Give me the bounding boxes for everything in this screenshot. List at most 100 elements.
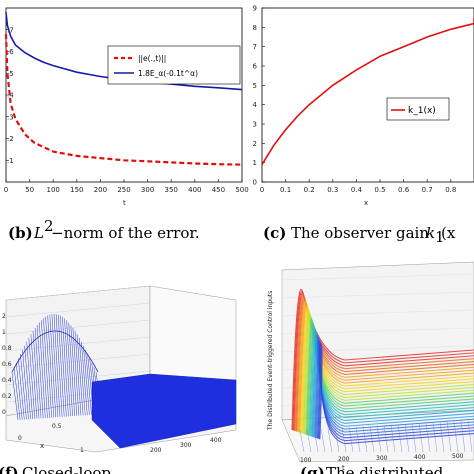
- panel-g-surface: [291, 288, 474, 453]
- panel-b-x-tick-label: 200: [94, 186, 107, 194]
- panel-g-xlabel: t: [342, 464, 345, 472]
- panel-g-grid-line: [281, 273, 474, 281]
- panel-b-x-tick-label: 350: [165, 186, 178, 194]
- panel-f-z-ticks: 2 1 0.8 0.6 0.4 0.2 0: [2, 313, 12, 416]
- panel-g-surface-curve: [293, 292, 474, 431]
- panel-g-surface-mesh: [369, 425, 375, 453]
- panel-f-mesh-arch: [11, 330, 99, 373]
- panel-f-z-tick-label: 0.4: [2, 377, 12, 384]
- panel-c-series-line-1: [261, 17, 474, 166]
- panel-g-surface-curve: [291, 288, 474, 431]
- panel-b-y-tick-label: .2: [7, 135, 14, 143]
- panel-b-y-tick-label: .6: [7, 48, 14, 56]
- caption-b-sup: 2: [44, 217, 54, 235]
- panel-g-surface-curve: [292, 290, 474, 431]
- panel-c-frame: [261, 7, 474, 183]
- panel-f-mesh-line: [20, 354, 27, 420]
- panel-f-mesh-line: [18, 358, 25, 420]
- panel-g-surface-curve: [301, 307, 474, 434]
- panel-g-surface-curve: [310, 327, 474, 437]
- panel-b-x-tick-label: 0: [4, 186, 8, 194]
- panel-c-y-tick-label: 0: [253, 179, 257, 187]
- panel-b-y-tick-label: .4: [7, 92, 14, 100]
- caption-c-text: The observer gain: [291, 224, 429, 242]
- panel-f-z-tick-label: 0: [2, 409, 6, 416]
- panel-f-mesh-line: [83, 345, 90, 415]
- panel-c-x-tick-label: 0.7: [422, 186, 433, 194]
- panel-c-y-tick-label: 3: [253, 121, 257, 129]
- panel-b-legend-box: [107, 45, 241, 85]
- panel-c-x-tick-label: 0: [260, 186, 264, 194]
- panel-g-surface-mesh: [313, 429, 319, 453]
- panel-f-z-tick-label: 2: [2, 313, 6, 320]
- panel-g-surface-mesh: [327, 428, 333, 453]
- panel-f-grid-line: [5, 353, 151, 369]
- panel-b-y-tick-label: .7: [7, 26, 14, 34]
- caption-b-text: −norm of the error.: [51, 224, 200, 242]
- panel-f-mesh-line: [76, 334, 84, 416]
- panel-c-xlabel: x: [364, 199, 368, 207]
- panel-g-surface-curve: [309, 325, 474, 437]
- panel-f-xlabel: x: [40, 442, 44, 450]
- panel-b-x-tick-label: 250: [117, 186, 130, 194]
- panel-b-y-tick-label: .3: [7, 113, 14, 121]
- panel-c-legend-box: [386, 97, 450, 121]
- panel-g-surface-mesh: [299, 429, 305, 453]
- panel-g-surface-mesh: [320, 428, 326, 453]
- panel-g-grid-line: [281, 291, 474, 299]
- panel-f-grid-line: [5, 302, 151, 318]
- panel-g-surface-curve: [299, 304, 474, 433]
- panel-g-surface-curve: [308, 323, 474, 436]
- panel-f-z-tick-label: 1: [2, 329, 6, 336]
- panel-g-surface-curve: [311, 328, 474, 437]
- panel-g-surface-mesh: [411, 423, 417, 453]
- panel-f-mesh-line: [70, 325, 78, 416]
- panel-b-y-tick-label: .1: [7, 157, 14, 165]
- caption-f-text: Closed-loop: [22, 464, 111, 474]
- panel-g-surface-curve: [298, 302, 474, 433]
- panel-b-x-tick-label: 150: [70, 186, 83, 194]
- panel-f-mesh-line: [60, 315, 67, 417]
- panel-c-y-tick-label: 9: [253, 5, 257, 13]
- panel-g-surface-mesh: [453, 421, 459, 453]
- panel-g-surface-curve: [296, 298, 474, 432]
- panel-b-frame: [5, 7, 243, 183]
- panel-g-surface-mesh: [467, 420, 473, 453]
- panel-g-zlabel: The Distributed Event-triggered Control …: [267, 291, 274, 431]
- panel-f-mesh-line: [30, 334, 38, 419]
- panel-f-surface-flat: [91, 373, 237, 449]
- panel-f-mesh-line: [43, 318, 50, 418]
- panel-g-surface-curve: [302, 309, 474, 434]
- caption-b-math: L: [33, 224, 44, 242]
- panel-g-t-tick-label: 500: [452, 453, 464, 460]
- panel-f-x-ticks: 0.5 0 1: [18, 423, 84, 454]
- panel-g-surface-mesh: [418, 423, 424, 453]
- panel-g-surface-curve: [319, 344, 474, 445]
- panel-c-y-tick-label: 2: [253, 140, 257, 148]
- panel-g-surface-curve: [307, 321, 474, 436]
- panel-f-mesh-line: [62, 316, 69, 417]
- panel-g-surface-curve: [312, 330, 474, 438]
- panel-f-mesh-line: [39, 322, 46, 419]
- panel-g-surface-curve: [316, 338, 474, 439]
- panel-c-lines: [261, 17, 474, 166]
- panel-c-y-tick-label: 4: [253, 101, 258, 109]
- panel-g-surface-mesh: [439, 421, 445, 453]
- panel-c-x-tick-label: 0.8: [445, 186, 456, 194]
- panel-f-x-tick-label: 0.5: [52, 423, 62, 430]
- panel-b-x-tick-label: 100: [47, 186, 60, 194]
- panel-b-series-line-1: [4, 34, 243, 166]
- panel-c-x-tick-label: 0.5: [374, 186, 385, 194]
- panel-f-mesh-line: [36, 325, 44, 419]
- panel-f-mesh-line: [78, 337, 86, 416]
- panel-b-xlabel: t: [123, 199, 126, 207]
- panel-g-surface-curve: [317, 340, 474, 439]
- panel-g-surface-curve: [315, 336, 474, 439]
- panel-c-legend-label: k_1(x): [408, 106, 436, 116]
- panel-f-z-tick-label: 0.6: [2, 361, 12, 368]
- panel-b-x-tick-label: 300: [141, 186, 154, 194]
- panel-b-legend-label-2: 1.8E_α(-0.1t^α): [138, 69, 198, 78]
- panel-b-x-tick-label: 500: [235, 186, 248, 194]
- panel-g-surface-mesh: [383, 425, 389, 453]
